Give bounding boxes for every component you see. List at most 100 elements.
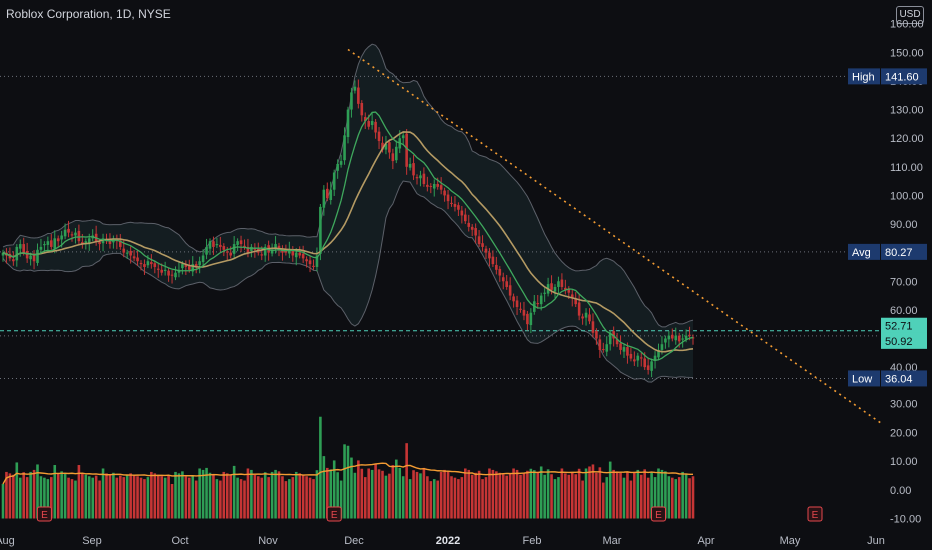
candle-body bbox=[22, 244, 25, 253]
candle-body bbox=[377, 131, 381, 142]
volume-bar bbox=[688, 478, 691, 519]
earnings-event-marker[interactable] bbox=[807, 506, 823, 522]
candle-body bbox=[222, 246, 226, 250]
earnings-event-marker[interactable] bbox=[326, 506, 342, 522]
volume-bar bbox=[46, 479, 50, 519]
trendline[interactable] bbox=[347, 48, 884, 425]
candle-body bbox=[277, 245, 281, 250]
candle-body bbox=[329, 189, 333, 200]
candle-body bbox=[270, 249, 274, 254]
candle-body bbox=[181, 264, 184, 269]
volume-bar bbox=[526, 470, 529, 519]
candle-body bbox=[53, 238, 57, 249]
candle-body bbox=[322, 189, 326, 208]
candle-body bbox=[519, 308, 522, 310]
earnings-event-marker[interactable] bbox=[651, 506, 666, 522]
candle-body bbox=[132, 256, 136, 259]
candle-body bbox=[236, 241, 239, 245]
candle-body bbox=[201, 255, 205, 263]
volume-bar bbox=[453, 477, 457, 519]
x-axis-label: Sep bbox=[82, 535, 102, 547]
volume-bar bbox=[395, 459, 398, 519]
volume-bar bbox=[653, 477, 657, 519]
candle-body bbox=[574, 298, 577, 305]
volume-bar bbox=[108, 474, 112, 519]
volume-bar bbox=[101, 468, 105, 519]
volume-bar bbox=[105, 473, 108, 519]
volume-bar bbox=[91, 477, 94, 519]
volume-bar bbox=[443, 469, 446, 519]
price-tick-label: 160.00 bbox=[890, 19, 924, 31]
candle-body bbox=[615, 339, 619, 345]
volume-bar bbox=[15, 462, 19, 519]
volume-bar bbox=[143, 479, 146, 519]
candle-body bbox=[481, 243, 484, 247]
volume-bar bbox=[650, 472, 653, 519]
volume-tick-label: -10.00 bbox=[890, 514, 921, 526]
candle-body bbox=[288, 249, 291, 254]
candle-body bbox=[136, 257, 139, 262]
candle-body bbox=[353, 86, 357, 91]
candle-body bbox=[36, 249, 39, 263]
volume-bar bbox=[163, 477, 167, 519]
volume-bar bbox=[284, 481, 288, 519]
candle-body bbox=[550, 283, 553, 290]
volume-bar bbox=[32, 469, 36, 519]
currency-button[interactable]: USD bbox=[896, 6, 924, 24]
volume-bar bbox=[22, 472, 25, 519]
volume-bar bbox=[612, 469, 615, 519]
volume-bar bbox=[543, 474, 546, 519]
candle-body bbox=[326, 188, 329, 199]
candle-body bbox=[129, 250, 132, 256]
volume-bar bbox=[87, 476, 91, 519]
candle-body bbox=[229, 252, 232, 256]
candle-body bbox=[243, 245, 246, 247]
candle-body bbox=[246, 246, 250, 253]
candle-body bbox=[391, 153, 395, 162]
candle-body bbox=[460, 210, 464, 216]
price-tick-label: 90.00 bbox=[890, 219, 918, 231]
volume-bar bbox=[67, 477, 70, 519]
volume-bar bbox=[350, 457, 353, 519]
candle-body bbox=[32, 254, 36, 262]
candle-body bbox=[636, 355, 640, 361]
candle-body bbox=[336, 163, 339, 171]
volume-bar bbox=[636, 469, 640, 519]
x-axis-label: Aug bbox=[0, 535, 15, 547]
volume-bar bbox=[205, 467, 208, 519]
candle-body bbox=[343, 135, 346, 161]
candle-body bbox=[67, 228, 70, 233]
reference-tag-label: Low bbox=[852, 373, 872, 385]
volume-bar bbox=[633, 471, 636, 519]
earnings-event-label: E bbox=[812, 510, 819, 521]
volume-bar bbox=[384, 475, 388, 519]
chart-title: Roblox Corporation, 1D, NYSE bbox=[6, 7, 171, 21]
volume-bar bbox=[388, 473, 391, 519]
reference-tag-label-bg bbox=[848, 243, 880, 260]
volume-bar bbox=[319, 416, 322, 519]
volume-bar bbox=[346, 445, 350, 519]
volume-bar bbox=[460, 477, 464, 519]
earnings-event-marker[interactable] bbox=[36, 506, 52, 522]
volume-bar bbox=[467, 469, 471, 519]
volume-bar bbox=[322, 456, 326, 519]
candle-body bbox=[584, 312, 588, 318]
candle-body bbox=[422, 173, 426, 184]
candle-body bbox=[205, 246, 208, 255]
reference-tag-label: High bbox=[852, 71, 875, 83]
x-axis-label: Apr bbox=[697, 535, 714, 547]
candle-body bbox=[160, 269, 163, 273]
volume-bar bbox=[326, 467, 329, 519]
price-tick-label: 130.00 bbox=[890, 105, 924, 117]
reference-tag-value-bg bbox=[881, 68, 927, 85]
volume-bar bbox=[353, 472, 357, 519]
candle-body bbox=[539, 295, 543, 305]
volume-bar bbox=[329, 469, 333, 519]
candle-body bbox=[274, 244, 277, 249]
volume-bar bbox=[50, 477, 53, 519]
volume-bar bbox=[267, 477, 270, 519]
price-tag-bg bbox=[881, 317, 927, 334]
volume-bar bbox=[677, 477, 681, 519]
candle-body bbox=[170, 274, 174, 276]
